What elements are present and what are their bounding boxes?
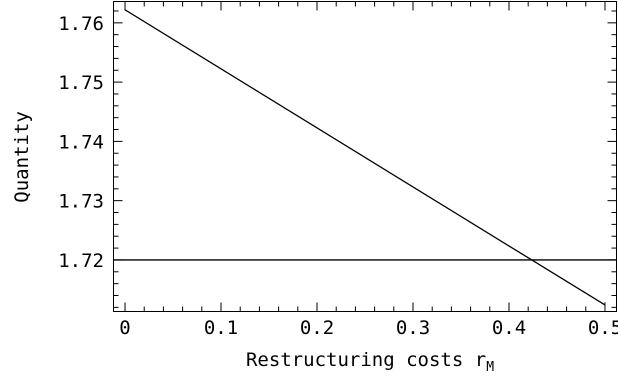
y-tick-labels: 1.72 1.73 1.74 1.75 1.76: [58, 13, 104, 272]
plot-frame: [113, 1, 617, 312]
series-line-declining: [124, 9, 606, 306]
y-tick-label: 1.75: [58, 72, 104, 94]
y-tick-label: 1.76: [58, 13, 104, 35]
x-axis-label-main: Restructuring costs r: [246, 349, 486, 371]
x-tick-label: 0.5: [588, 317, 618, 339]
y-tick-label: 1.72: [58, 250, 104, 272]
x-tick-label: 0.2: [300, 317, 334, 339]
y-tick-label: 1.73: [58, 191, 104, 213]
x-tick-labels: 0 0.1 0.2 0.3 0.4 0.5: [119, 317, 618, 339]
x-tick-label: 0.4: [492, 317, 526, 339]
x-axis-label: Restructuring costs rM: [246, 349, 494, 375]
x-tick-label: 0.1: [204, 317, 238, 339]
axis-ticks: [113, 1, 617, 312]
series-layer: [113, 9, 617, 306]
x-axis-label-subscript: M: [486, 360, 494, 375]
y-axis-label: Quantity: [11, 111, 33, 203]
y-tick-label: 1.74: [58, 131, 104, 153]
x-tick-label: 0.3: [396, 317, 430, 339]
x-tick-label: 0: [119, 317, 130, 339]
